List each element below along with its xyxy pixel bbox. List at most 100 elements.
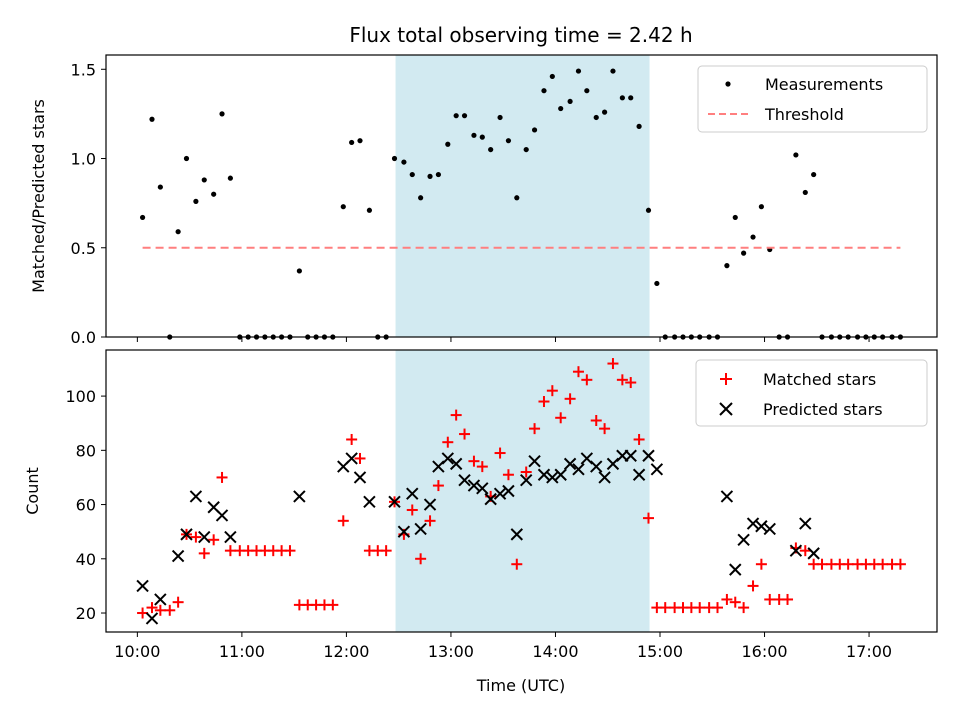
matched-star-point (633, 433, 645, 445)
matched-star-point (164, 604, 176, 616)
matched-star-point (346, 433, 358, 445)
predicted-star-point (136, 579, 149, 593)
top-panel-x-ticks (136, 337, 870, 342)
predicted-star-point (215, 509, 229, 522)
measurement-point (523, 146, 529, 153)
matched-star-point (842, 558, 854, 570)
measurements-points (139, 68, 904, 340)
measurement-point (811, 171, 817, 178)
predicted-star-point (293, 490, 306, 503)
matched-star-point (555, 412, 567, 424)
measurement-point (401, 159, 407, 165)
matched-star-point (529, 423, 541, 435)
predicted-star-point (388, 495, 401, 509)
measurement-point (445, 141, 451, 147)
measurement-point (461, 113, 468, 119)
measurement-point (157, 184, 163, 190)
matched-star-point (208, 534, 220, 546)
matched-star-point (380, 545, 392, 557)
predicted-star-point (737, 533, 750, 547)
matched-star-point (894, 558, 906, 570)
measurement-point (219, 111, 225, 117)
y-tick-label: 60 (76, 496, 96, 515)
matched-star-point (190, 531, 202, 543)
measurement-point (409, 171, 415, 178)
bottom-panel-span (395, 350, 650, 632)
predicted-star-point (397, 525, 411, 538)
predicted-star-point (353, 471, 367, 484)
matched-star-point (327, 599, 339, 611)
matched-star-point (137, 607, 149, 619)
matched-star-point (520, 466, 532, 478)
predicted-star-point (624, 449, 637, 462)
predicted-star-point (537, 468, 551, 481)
matched-star-point (877, 558, 889, 570)
measurement-point (750, 234, 756, 240)
predicted-star-point (572, 463, 585, 476)
matched-star-point (747, 580, 759, 592)
matched-star-point (511, 558, 523, 570)
matched-star-point (625, 377, 637, 389)
measurement-point (211, 191, 217, 197)
y-tick-label: 80 (76, 441, 96, 460)
bottom-panel-x-ticks: 10:00 11:00 12:00 13:00 14:00 15:00 16:00 17:00 (114, 632, 892, 661)
matched-star-point (154, 604, 166, 616)
matched-star-point (590, 415, 602, 426)
matched-star-point (198, 547, 210, 559)
matched-star-point (764, 593, 776, 605)
predicted-star-point (746, 517, 760, 530)
predicted-star-point (406, 487, 419, 500)
matched-star-point (721, 593, 733, 605)
matched-star-point (216, 471, 228, 483)
predicted-star-point (632, 468, 646, 481)
predicted-star-point (484, 492, 497, 506)
measurement-point (619, 95, 625, 101)
measurement-point (418, 195, 424, 201)
predicted-star-point (423, 498, 437, 511)
predicted-star-point (467, 479, 481, 492)
matched-star-point (694, 602, 706, 614)
measurement-point (193, 198, 199, 204)
measurement-point (724, 263, 730, 269)
matched-star-point (415, 553, 427, 565)
predicted-star-point (528, 454, 541, 468)
y-tick-label: 1.0 (71, 150, 96, 169)
predicted-star-point (363, 495, 376, 509)
matched-star-point (476, 461, 488, 473)
predicted-star-point (598, 471, 611, 484)
measurement-point (453, 113, 459, 119)
legend-threshold-label: Threshold (764, 105, 844, 124)
measurement-point (549, 73, 555, 80)
matched-star-point (599, 423, 611, 435)
bottom-panel-frame (105, 349, 938, 633)
measurement-point (227, 175, 233, 181)
measurement-point (593, 114, 599, 121)
matched-star-point (406, 504, 418, 516)
measurement-point (139, 214, 146, 221)
x-tick-label: 17:00 (846, 642, 892, 661)
predicted-star-point (554, 468, 567, 481)
predicted-star-point (807, 547, 820, 560)
measurement-point (636, 123, 642, 129)
predicted-star-point (198, 530, 211, 544)
matched-star-point (581, 374, 593, 386)
measurement-point (628, 95, 634, 101)
measurement-point (471, 132, 477, 138)
measurement-point (654, 280, 660, 287)
top-panel-span (395, 55, 650, 337)
matched-star-point (284, 545, 296, 557)
predicted-star-point (189, 490, 203, 503)
matched-star-point (337, 515, 349, 527)
measurement-point (296, 268, 302, 274)
measurement-point (349, 139, 355, 146)
bottom-panel-y-ticks: 20 40 60 80 100 (65, 387, 106, 623)
predicted-star-point (180, 528, 193, 541)
measurement-point (357, 138, 363, 144)
top-panel-legend: Measurements Threshold (697, 65, 928, 133)
x-axis-label: Time (UTC) (476, 676, 565, 695)
chart-title: Flux total observing time = 2.42 h (349, 23, 692, 47)
matched-star-point (616, 374, 628, 386)
predicted-star-point (729, 563, 742, 576)
x-tick-label: 13:00 (428, 642, 474, 661)
predicted-star-point (493, 487, 507, 500)
